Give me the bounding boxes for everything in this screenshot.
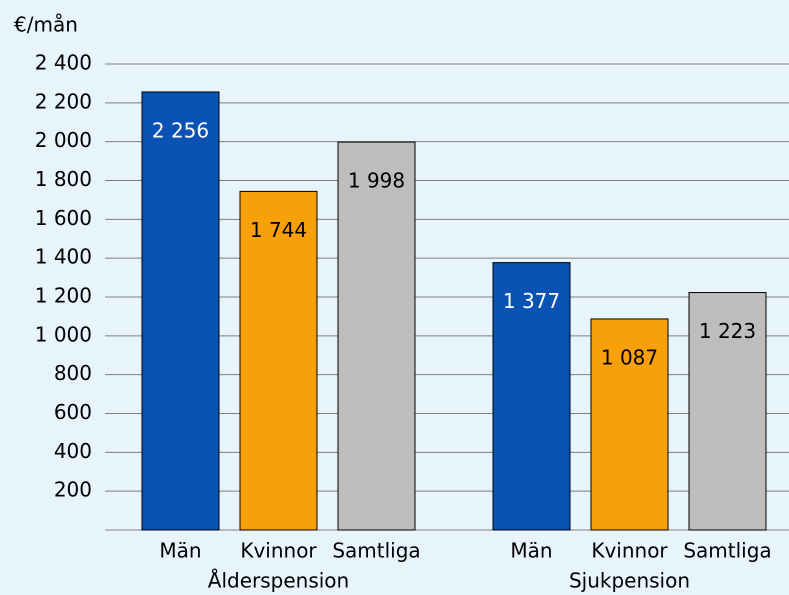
x-tick-label: Ålderspension [208,569,349,593]
bar [141,91,220,531]
y-tick-label: 200 [54,478,92,502]
y-tick-label: 1 400 [35,245,92,269]
bar [239,190,318,531]
value-label: 1 377 [503,289,560,313]
x-tick-label: Sjukpension [569,569,690,593]
value-label: 2 256 [152,118,209,142]
value-label: 1 998 [348,169,405,193]
y-tick-label: 1 200 [35,284,92,308]
value-label: 1 087 [601,345,658,369]
y-tick-label: 400 [54,439,92,463]
series-label: Samtliga [332,539,420,563]
y-tick-label: 800 [54,361,92,385]
value-label: 1 744 [250,218,307,242]
bar [590,318,669,531]
series-label: Samtliga [683,539,771,563]
series-label: Män [159,539,201,563]
series-label: Män [510,539,552,563]
bar [688,292,767,531]
y-axis-label: €/mån [14,13,78,37]
value-label: 1 223 [699,319,756,343]
y-tick-label: 1 800 [35,167,92,191]
y-tick-label: 2 000 [35,128,92,152]
y-tick-label: 2 200 [35,89,92,113]
y-tick-label: 1 600 [35,206,92,230]
y-tick-label: 2 400 [35,51,92,75]
bar [337,141,416,531]
series-label: Kvinnor [591,539,668,563]
y-tick-label: 600 [54,400,92,424]
bar [492,262,571,531]
y-tick-label: 1 000 [35,322,92,346]
series-label: Kvinnor [240,539,317,563]
